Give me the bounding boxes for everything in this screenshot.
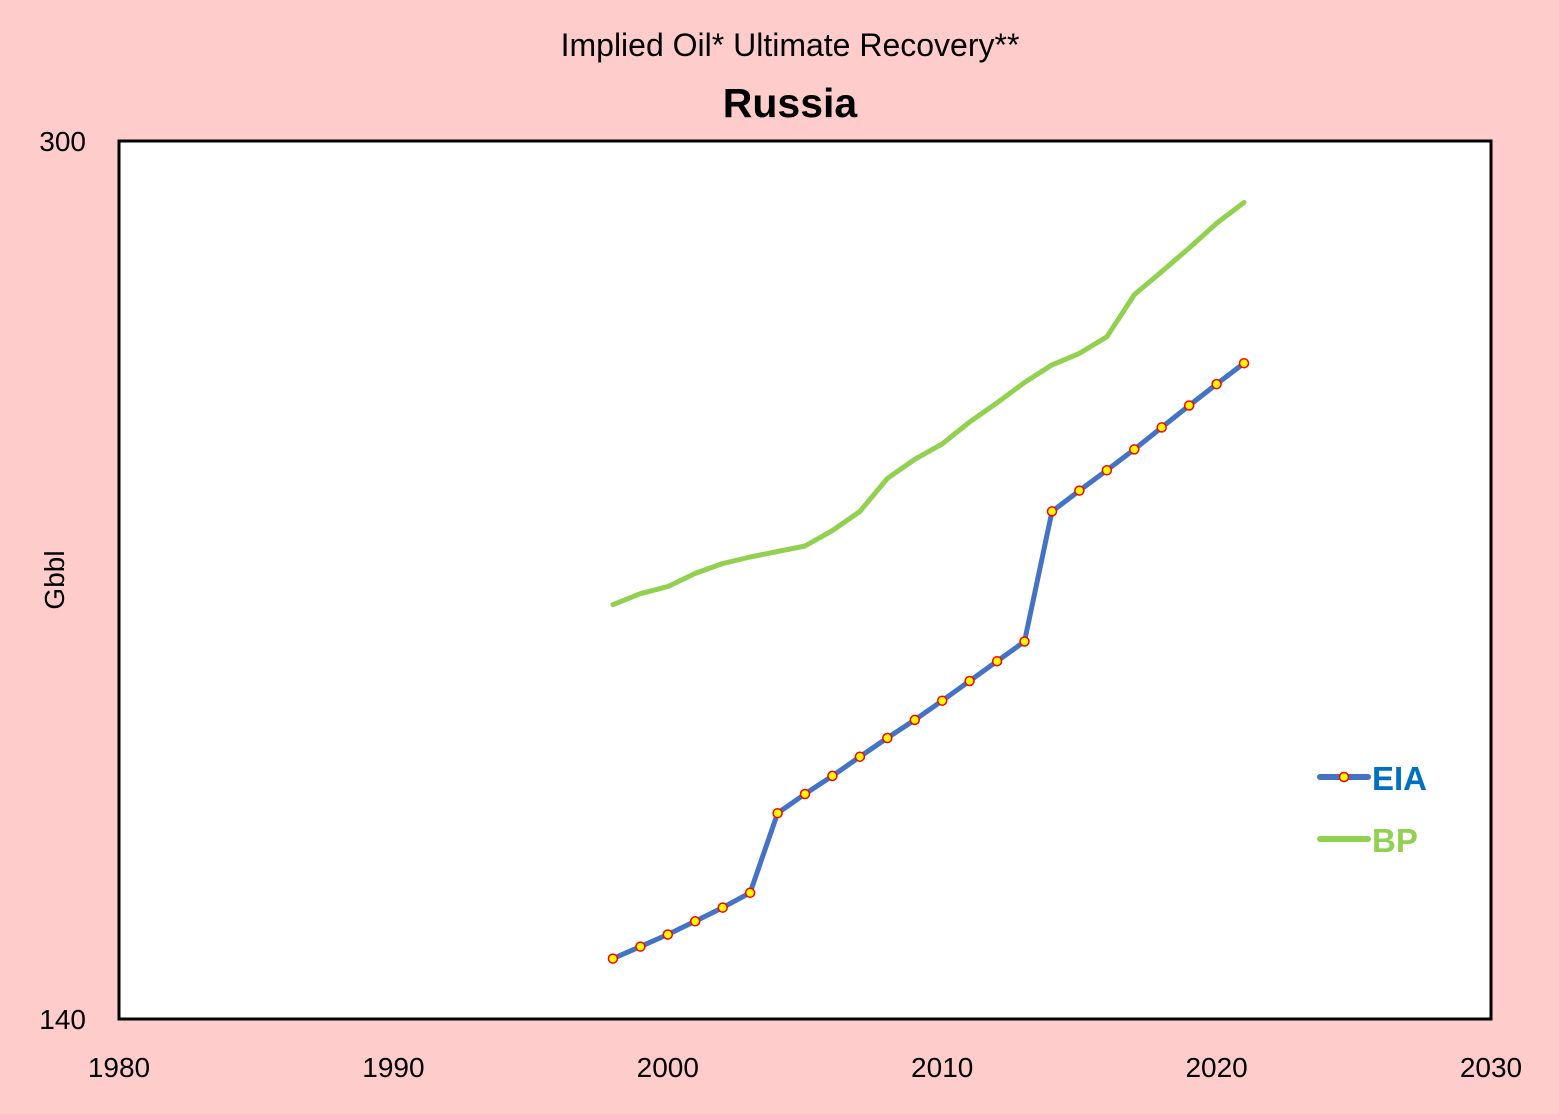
x-tick-label-2010: 2010 [911, 1052, 973, 1083]
data-point-eia-2015 [1074, 485, 1085, 496]
legend: EIA BP [1317, 760, 1427, 859]
data-point-eia-2001 [689, 916, 701, 927]
data-point-eia-2008 [882, 732, 893, 744]
data-point-eia-2009 [909, 714, 921, 726]
series-layer [607, 200, 1250, 964]
data-point-eia-1998 [607, 953, 619, 964]
legend-entry-eia: EIA [1317, 760, 1427, 797]
x-tick-label-1980: 1980 [88, 1052, 150, 1083]
legend-eia-label: EIA [1372, 760, 1427, 797]
data-point-eia-2003 [744, 887, 756, 899]
chart-title: Implied Oil* Ultimate Recovery** [561, 27, 1020, 63]
x-tick-label-1990: 1990 [362, 1052, 424, 1083]
y-tick-label-140: 140 [39, 1004, 86, 1035]
data-point-eia-2018 [1156, 422, 1167, 433]
y-axis-tick-labels: 140 300 [39, 126, 86, 1035]
y-axis-label: Gbbl [39, 550, 70, 609]
data-point-eia-2011 [964, 675, 975, 687]
data-point-eia-2019 [1183, 400, 1195, 411]
legend-eia-marker [1338, 771, 1350, 783]
data-point-eia-2004 [772, 807, 783, 819]
data-point-eia-2021 [1238, 357, 1250, 369]
plot-area [117, 139, 1493, 1021]
x-tick-label-2030: 2030 [1460, 1052, 1522, 1083]
series-line-bp [610, 200, 1247, 608]
data-point-eia-2000 [662, 929, 674, 940]
data-point-eia-2020 [1211, 378, 1222, 390]
data-point-eia-2016 [1101, 465, 1113, 476]
data-point-eia-2012 [991, 655, 1003, 667]
x-tick-label-2000: 2000 [637, 1052, 699, 1083]
legend-bp-label: BP [1372, 822, 1418, 859]
data-point-eia-1999 [635, 941, 646, 952]
x-tick-label-2020: 2020 [1185, 1052, 1247, 1083]
data-point-eia-2014 [1046, 506, 1058, 517]
y-tick-label-300: 300 [39, 126, 86, 157]
data-point-eia-2013 [1019, 636, 1030, 647]
data-point-eia-2007 [854, 751, 866, 762]
data-point-eia-2010 [936, 695, 948, 706]
x-axis-tick-labels: 1980 1990 2000 2010 2020 2030 [88, 1052, 1522, 1083]
data-point-eia-2005 [799, 788, 811, 800]
legend-entry-bp: BP [1317, 822, 1418, 859]
data-point-eia-2002 [717, 902, 728, 913]
chart-subtitle: Russia [723, 80, 859, 126]
data-point-eia-2006 [827, 770, 838, 782]
data-point-eia-2017 [1129, 444, 1140, 455]
